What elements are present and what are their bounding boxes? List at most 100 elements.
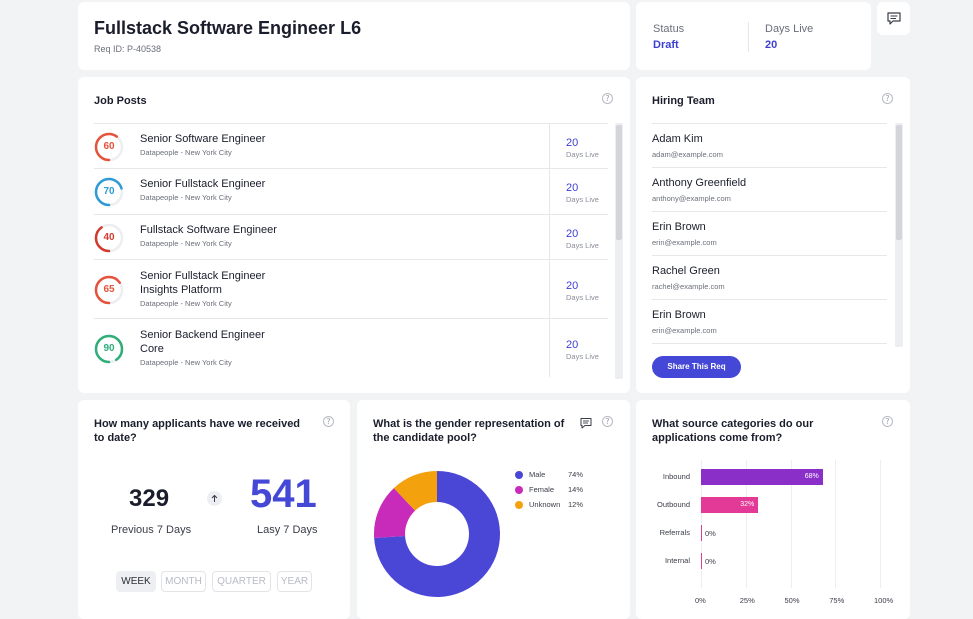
days-live-label: Days Live: [765, 23, 814, 35]
hiring-team-card: Hiring Team ? Adam Kim adam@example.com An…: [636, 77, 910, 393]
status-value: Draft: [653, 39, 679, 51]
share-req-button[interactable]: Share This Req: [652, 356, 741, 378]
latest-count: 541: [250, 472, 317, 516]
job-post-title-line: Senior Fullstack Engineer: [140, 270, 266, 282]
team-member-row[interactable]: Anthony Greenfield anthony@example.com: [652, 167, 887, 211]
team-member-name: Erin Brown: [652, 309, 706, 321]
job-post-row[interactable]: 40 Fullstack Software Engineer Datapeople …: [94, 214, 608, 259]
range-month[interactable]: MONTH: [161, 571, 206, 592]
job-post-title[interactable]: Senior Fullstack Engineer: [140, 177, 265, 191]
previous-label: Previous 7 Days: [111, 524, 192, 536]
legend-label: Male: [529, 470, 546, 479]
job-post-row[interactable]: 65 Senior Fullstack Engineer Insights Plat…: [94, 259, 608, 318]
days-live-label: Days Live: [566, 292, 599, 302]
score-ring-arc: [94, 177, 124, 207]
team-member-email: erin@example.com: [652, 326, 717, 335]
days-live-count: 20: [566, 227, 579, 240]
y-category-label: Internal: [664, 556, 690, 565]
status-label: Status: [653, 23, 685, 35]
job-post-title-line: Core: [140, 343, 164, 355]
job-post-row[interactable]: 70 Senior Fullstack Engineer Datapeople - …: [94, 168, 608, 214]
score-value: 40: [103, 231, 115, 243]
req-id: Req ID: P-40538: [94, 44, 162, 54]
score-ring-arc: [94, 223, 124, 252]
job-post-location: Datapeople - New York City: [140, 358, 232, 367]
source-card: What source categories do our applicatio…: [636, 400, 910, 619]
grid-line: [835, 460, 837, 588]
source-question: What source categories do our applicatio…: [652, 418, 814, 444]
team-member-name: Erin Brown: [652, 221, 706, 233]
status-card: Status Draft Days Live 20: [636, 2, 871, 70]
scroll-thumb[interactable]: [616, 125, 622, 240]
column-divider: [549, 124, 550, 168]
job-post-title-line: Senior Fullstack Engineer: [140, 178, 266, 190]
team-member-name: Rachel Green: [652, 265, 720, 277]
job-post-location: Datapeople - New York City: [140, 239, 232, 248]
comment-icon: [887, 12, 901, 25]
job-posts-scrollbar[interactable]: [615, 123, 623, 379]
help-icon[interactable]: ?: [602, 416, 613, 427]
range-quarter[interactable]: QUARTER: [212, 571, 271, 592]
job-posts-title: Job Posts: [94, 95, 147, 107]
job-post-title[interactable]: Senior Software Engineer: [140, 132, 265, 146]
days-live-label: Days Live: [566, 351, 599, 361]
hiring-team-scrollbar[interactable]: [895, 123, 903, 347]
help-icon[interactable]: ?: [602, 93, 613, 104]
scroll-thumb[interactable]: [896, 125, 902, 240]
score-ring-icon: [94, 223, 124, 252]
bar-value-label: 0%: [705, 557, 716, 566]
team-member-row[interactable]: Erin Brown erin@example.com: [652, 211, 887, 255]
bar-value-label: 32%: [740, 501, 755, 508]
score-value: 65: [103, 283, 115, 295]
grid-line: [880, 460, 881, 588]
legend-swatch-male: [515, 471, 523, 479]
job-post-title-line: Senior Software Engineer: [140, 133, 266, 145]
range-week[interactable]: WEEK: [116, 571, 156, 592]
job-post-location: Datapeople - New York City: [140, 148, 232, 157]
team-member-row[interactable]: Rachel Green rachel@example.com: [652, 255, 887, 299]
previous-count: 329: [129, 485, 170, 512]
score-ring-icon: [94, 275, 124, 304]
job-post-title[interactable]: Fullstack Software Engineer: [140, 223, 277, 237]
arrow-up-icon: [207, 491, 222, 506]
donut-slice-male: [374, 471, 500, 597]
x-tick-label: 75%: [829, 596, 845, 605]
job-post-row[interactable]: 60 Senior Software Engineer Datapeople - N…: [94, 123, 608, 168]
help-icon[interactable]: ?: [323, 416, 334, 427]
help-icon[interactable]: ?: [882, 93, 893, 104]
team-member-email: erin@example.com: [652, 238, 717, 247]
job-post-title[interactable]: Senior Fullstack Engineer Insights Platfo…: [140, 269, 265, 297]
grid-line: [701, 460, 702, 588]
x-tick-label: 100%: [874, 596, 894, 605]
legend-value: 12%: [568, 500, 584, 509]
column-divider: [549, 169, 550, 214]
chart-comment-icon[interactable]: [579, 416, 593, 430]
bar-outbound: [701, 497, 759, 513]
job-post-title-line: Insights Platform: [140, 284, 222, 296]
bar-internal: [701, 553, 702, 569]
team-member-row[interactable]: Adam Kim adam@example.com: [652, 123, 887, 167]
score-ring-icon: [94, 177, 124, 207]
donut-slice-female: [374, 488, 416, 538]
job-post-row[interactable]: 90 Senior Backend Engineer Core Datapeople …: [94, 318, 608, 377]
grid-line: [745, 460, 747, 588]
bar-referrals: [701, 525, 702, 541]
job-post-title[interactable]: Senior Backend Engineer Core: [140, 328, 265, 356]
days-live-value: 20: [765, 39, 778, 51]
help-icon[interactable]: ?: [882, 416, 893, 427]
job-post-location: Datapeople - New York City: [140, 193, 232, 202]
job-post-title-line: Fullstack Software Engineer: [140, 224, 277, 236]
bar-value-label: 0%: [705, 529, 716, 538]
days-live-label: Days Live: [566, 195, 599, 204]
latest-label: Lasy 7 Days: [257, 524, 318, 536]
column-divider: [549, 260, 550, 318]
score-ring-arc: [94, 275, 124, 304]
range-year[interactable]: YEAR: [277, 571, 312, 592]
team-member-row[interactable]: Erin Brown erin@example.com: [652, 299, 887, 343]
bar-inbound: [701, 469, 823, 485]
bar-value-label: 68%: [804, 473, 819, 480]
comment-button[interactable]: [877, 2, 910, 35]
y-category-label: Outbound: [657, 500, 690, 509]
days-live-count: 20: [566, 279, 579, 292]
team-member-email: adam@example.com: [652, 150, 723, 159]
